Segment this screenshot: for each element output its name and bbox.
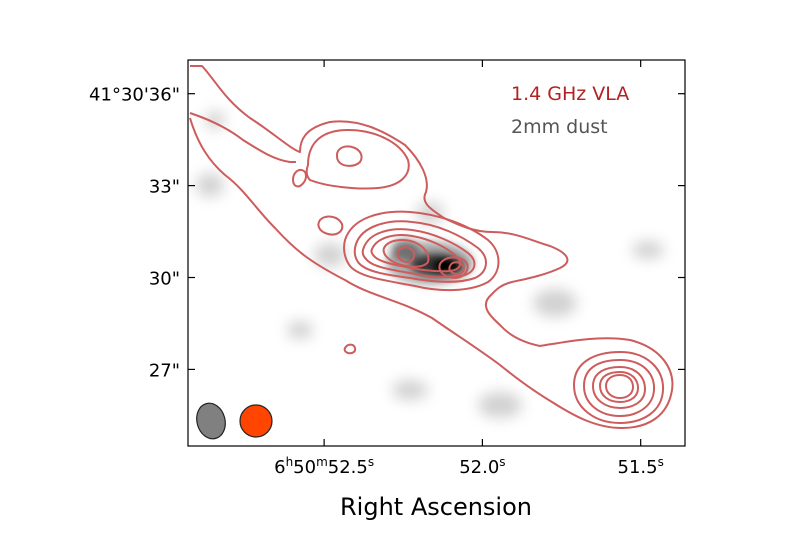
radio-contour-se-1 [573,351,665,424]
radio-contour-dot [343,343,357,355]
radio-contour-north-1 [305,129,410,190]
radio-contour-core-1 [343,210,500,292]
y-tick-label: 33" [149,177,180,198]
radio-contour-se-3 [592,366,646,409]
radio-contour-outer-edge [189,112,296,163]
vla-beam-ellipse [239,404,273,438]
plot-frame [187,59,686,447]
radio-contour-blob [317,215,344,236]
legend-label-vla: 1.4 GHz VLA [511,83,629,105]
radio-contour-se-5 [605,374,634,399]
radio-contour-core-east [448,261,465,276]
y-tick-label: 41°30'36" [89,85,180,106]
radio-contour-north-2 [336,145,363,167]
radio-contour-core-east-2 [438,256,469,279]
y-axis: 41°30'36" 33" 30" 27" [89,85,685,381]
radio-contour-core-5 [382,239,430,268]
x-tick-label: 51.5s [618,455,664,478]
dust-beam-ellipse [196,402,226,440]
radio-contour-loop-left [292,168,307,188]
radio-contour-se-4 [599,371,639,403]
x-axis-title: Right Ascension [340,493,532,521]
legend-label-dust: 2mm dust [511,116,608,138]
radio-contour-outer [189,65,674,429]
x-tick-label: 6h50m52.5s [274,455,374,478]
y-tick-label: 30" [149,269,180,290]
radio-contour-core-2 [353,220,487,283]
radio-contours [189,65,674,429]
radio-contour-se-2 [583,359,656,417]
x-tick-label: 52.0s [459,455,505,478]
x-axis: 6h50m52.5s 52.0s 51.5s [274,60,664,478]
y-tick-label: 27" [149,360,180,381]
radio-contour-core-6 [396,246,416,263]
